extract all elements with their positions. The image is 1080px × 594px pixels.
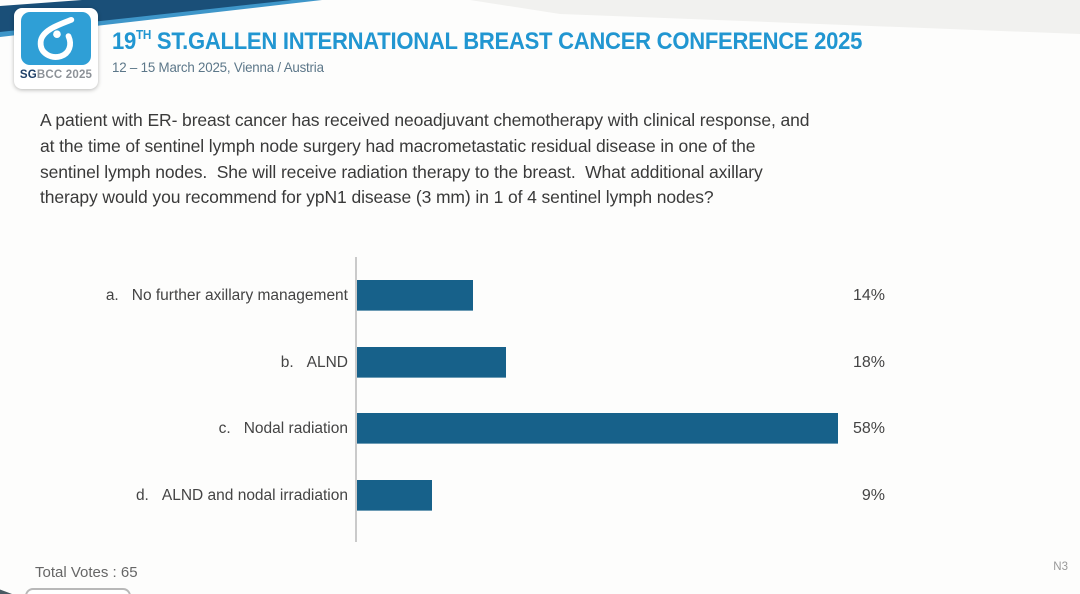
value-label: 58% [852, 420, 885, 437]
question-line: therapy would you recommend for ypN1 dis… [40, 187, 714, 208]
category-label: b. ALND [0, 347, 348, 378]
bar [357, 347, 507, 378]
header-title-block: 19TH ST.GALLEN INTERNATIONAL BREAST CANC… [112, 22, 946, 77]
total-votes: Total Votes : 65 [35, 564, 138, 581]
sgbcc-logo: SGBCC 2025 [14, 8, 98, 89]
gray-diagonal-band [470, 0, 1080, 34]
title-ordinal-superscript: TH [135, 27, 152, 42]
option-text: ALND and nodal irradiation [161, 486, 348, 504]
value-label: 18% [852, 354, 885, 371]
value-label: 9% [861, 487, 885, 504]
bar [357, 480, 432, 511]
question-line: A patient with ER- breast cancer has rec… [40, 110, 810, 130]
logo-brand-bold: SG [19, 69, 37, 81]
question-line: sentinel lymph nodes. She will receive r… [40, 161, 763, 182]
title-number: 19 [112, 28, 136, 56]
page-title: 19TH ST.GALLEN INTERNATIONAL BREAST CANC… [112, 22, 862, 56]
voting-button-partial[interactable] [25, 588, 131, 594]
bar-row-c: c. Nodal radiation 58% [0, 413, 1080, 444]
option-letter: c. [218, 419, 231, 437]
corner-mark [0, 589, 12, 594]
logo-wordmark: SGBCC 2025 [14, 69, 98, 81]
conference-date-location: 12 – 15 March 2025, Vienna / Austria [112, 59, 324, 76]
bar-row-a: a. No further axillary management 14% [0, 280, 1080, 311]
axis-line [355, 257, 357, 542]
bar [357, 413, 839, 444]
option-text: Nodal radiation [243, 419, 348, 437]
option-letter: a. [105, 286, 119, 304]
logo-brand-rest: BCC 2025 [36, 69, 93, 81]
option-letter: b. [280, 353, 294, 371]
bar [357, 280, 474, 311]
option-text: ALND [306, 353, 348, 371]
value-label: 14% [852, 287, 885, 304]
poll-question: A patient with ER- breast cancer has rec… [40, 108, 955, 211]
title-text: ST.GALLEN INTERNATIONAL BREAST CANCER CO… [151, 28, 863, 56]
bar-row-b: b. ALND 18% [0, 347, 1080, 378]
category-label: a. No further axillary management [0, 280, 348, 311]
breast-outline-icon [37, 16, 75, 60]
logo-blue-square [21, 12, 91, 65]
slide-code: N3 [1053, 561, 1068, 573]
category-label: c. Nodal radiation [0, 413, 348, 444]
option-text: No further axillary management [131, 286, 348, 304]
category-label: d. ALND and nodal irradiation [0, 480, 348, 511]
option-letter: d. [135, 486, 149, 504]
question-line: at the time of sentinel lymph node surge… [40, 135, 756, 156]
bar-row-d: d. ALND and nodal irradiation 9% [0, 480, 1080, 511]
